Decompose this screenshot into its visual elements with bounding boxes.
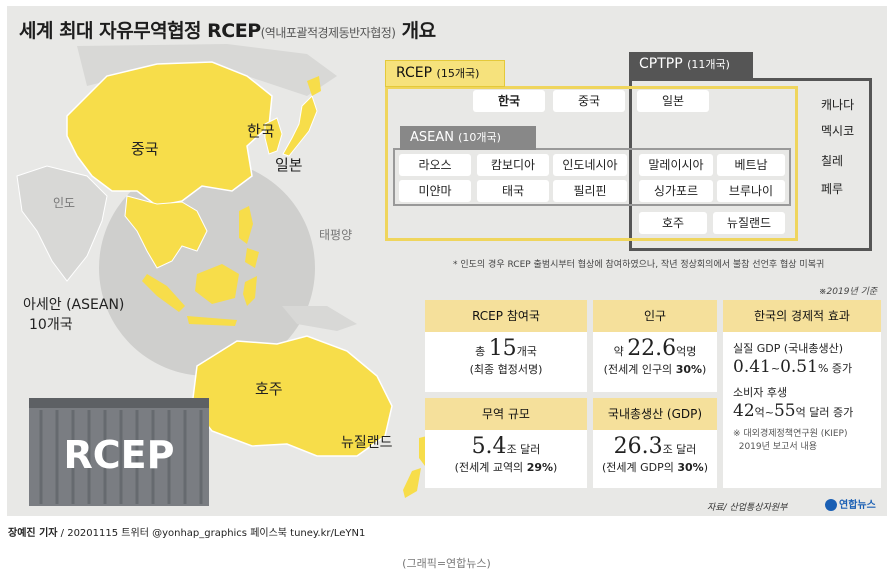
image-caption: (그래픽=연합뉴스) (402, 557, 491, 570)
country-australia: 호주 (639, 212, 707, 234)
gdp-value: 26.3 (613, 434, 663, 459)
australia-land (191, 335, 393, 457)
country-brunei: 브루나이 (717, 180, 785, 202)
country-vietnam: 베트남 (717, 154, 785, 176)
map-label-china: 중국 (131, 140, 159, 158)
gdp-effect-high: 0.51 (780, 357, 818, 377)
country-myanmar: 미얀마 (399, 180, 471, 202)
infographic-frame: RCEP 세계 최대 자유무역협정 RCEP(역내포괄적경제동반자협정) 개요 … (7, 6, 887, 516)
gdp-effect-low: 0.41 (733, 357, 771, 377)
rcep-group-box (385, 86, 798, 241)
country-japan: 일본 (637, 90, 709, 112)
country-peru: 페루 (821, 182, 844, 196)
map-label-pacific: 태평양 (319, 228, 353, 242)
card-gdp-header: 국내총생산 (GDP) (593, 398, 717, 430)
map-label-australia: 호주 (255, 380, 283, 398)
cptpp-group-box (629, 78, 872, 251)
japan-land (282, 95, 318, 157)
map-label-korea: 한국 (247, 122, 275, 140)
source-credit: 자료/ 산업통상자원부 (707, 503, 788, 513)
as-of-note: ※2019년 기준 (819, 287, 878, 297)
country-chile: 칠레 (821, 154, 844, 168)
population-value: 22.6 (627, 336, 677, 361)
country-canada: 캐나다 (821, 98, 855, 112)
asia-pacific-map: RCEP (16, 44, 432, 506)
map-label-newzealand: 뉴질랜드 (341, 435, 393, 451)
map-label-india: 인도 (53, 196, 76, 210)
logo-globe-icon (825, 499, 837, 511)
country-singapore: 싱가포르 (639, 180, 713, 202)
container-label: RCEP (64, 433, 175, 477)
country-mexico: 멕시코 (821, 124, 855, 138)
card-population-header: 인구 (593, 300, 717, 332)
country-laos: 라오스 (399, 154, 471, 176)
cptpp-header: CPTPP (11개국) (629, 52, 753, 78)
map-label-asean: 아세안 (ASEAN) (23, 297, 125, 313)
yonhap-logo: 연합뉴스 (825, 496, 876, 511)
china-land (66, 61, 273, 207)
card-trade-header: 무역 규모 (425, 398, 587, 430)
country-cambodia: 캄보디아 (477, 154, 549, 176)
sea-mainland (124, 195, 208, 269)
card-members: RCEP 참여국 총 15개국 (최종 협정서명) (425, 300, 587, 392)
map-label-asean-count: 10개국 (29, 317, 73, 333)
rcep-header: RCEP (15개국) (385, 60, 505, 87)
country-indonesia: 인도네시아 (553, 154, 627, 176)
welfare-low: 42 (733, 401, 755, 421)
page-title: 세계 최대 자유무역협정 RCEP(역내포괄적경제동반자협정) 개요 (19, 20, 436, 42)
india-footnote: * 인도의 경우 RCEP 출범시부터 협상에 참여하였으나, 작년 정상회의에… (453, 260, 825, 270)
asean-group-box (393, 148, 791, 206)
trade-value: 5.4 (471, 434, 507, 459)
card-members-header: RCEP 참여국 (425, 300, 587, 332)
card-economic-effect: 한국의 경제적 효과 실질 GDP (국내총생산) 0.41~0.51% 증가 … (723, 300, 881, 488)
country-newzealand: 뉴질랜드 (713, 212, 785, 234)
card-population: 인구 약 22.6억명 (전세계 인구의 30%) (593, 300, 717, 392)
card-gdp: 국내총생산 (GDP) 26.3조 달러 (전세계 GDP의 30%) (593, 398, 717, 488)
korea-land (264, 117, 283, 155)
map-label-japan: 일본 (275, 156, 303, 174)
card-economic-header: 한국의 경제적 효과 (723, 300, 881, 332)
country-philippines: 필리핀 (553, 180, 627, 202)
byline: 장예진 기자 / 20201115 트위터 @yonhap_graphics 페… (8, 528, 366, 539)
shipping-container: RCEP (29, 398, 209, 506)
country-malaysia: 말레이시아 (639, 154, 713, 176)
country-korea: 한국 (473, 90, 545, 112)
india-land (16, 165, 108, 282)
welfare-high: 55 (773, 401, 796, 421)
country-thailand: 태국 (477, 180, 549, 202)
card-trade: 무역 규모 5.4조 달러 (전세계 교역의 29%) (425, 398, 587, 488)
asean-header: ASEAN (10개국) (400, 126, 536, 150)
country-china: 중국 (553, 90, 625, 112)
members-value: 15 (488, 336, 517, 361)
